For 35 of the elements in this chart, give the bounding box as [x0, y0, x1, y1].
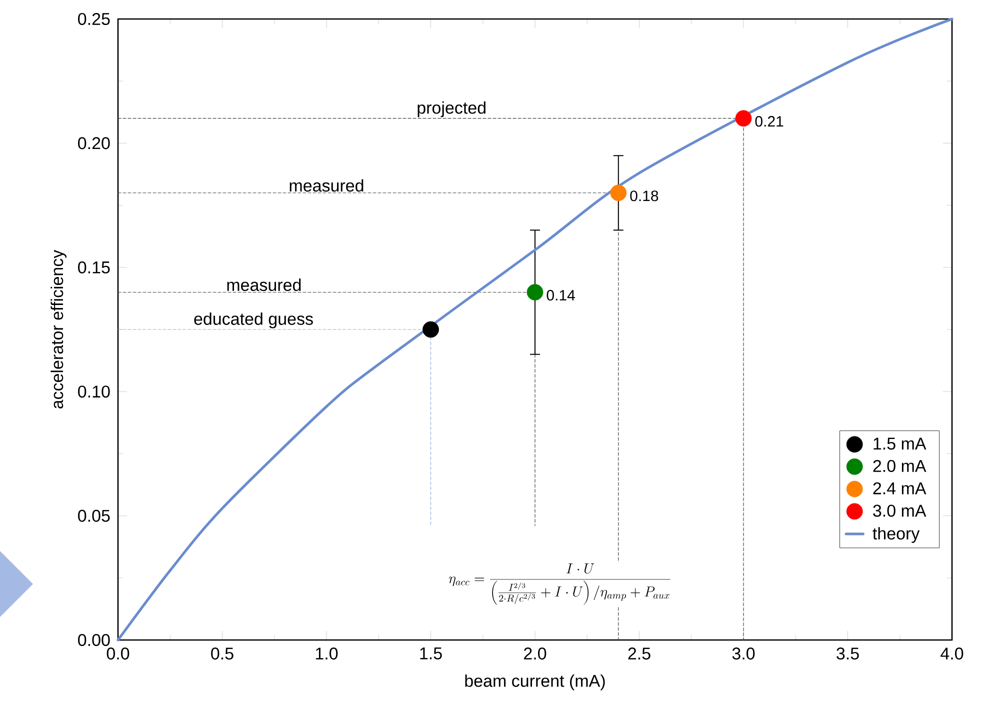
x-tick-label: 2.0	[524, 648, 546, 660]
y-tick-label: 0.20	[78, 137, 110, 150]
x-tick-label: 0.0	[106, 648, 130, 660]
data-label: 0.18	[630, 190, 658, 202]
y-tick-label: 0.10	[78, 386, 110, 398]
annotation: projected	[418, 101, 486, 118]
x-tick-label: 2.5	[628, 648, 650, 660]
legend-label: theory	[872, 527, 920, 543]
data-label: 0.14	[546, 290, 575, 301]
x-tick-label: 3.5	[836, 648, 859, 660]
annotation: educated guess	[194, 312, 313, 328]
x-axis-title: beam current (mA)	[465, 674, 605, 690]
point	[526, 284, 544, 300]
annotation: measured	[227, 278, 301, 292]
x-tick-label: 3.0	[732, 648, 755, 660]
y-tick-label: 0.15	[78, 261, 110, 274]
y-axis-title: accelerator efficiency	[50, 250, 67, 408]
y-tick-label: 0.25	[78, 12, 110, 26]
data-label: 0.21	[755, 116, 784, 127]
annotation: measured	[290, 179, 364, 192]
line-series	[116, 18, 954, 642]
legend-label: 3.0 mA	[873, 504, 926, 517]
x-tick-label: 1.5	[420, 648, 442, 660]
point	[422, 321, 439, 338]
x-tick-label: 0.5	[211, 648, 234, 660]
legend-label: 1.5 mA	[874, 438, 926, 450]
y-tick-label: 0.00	[78, 634, 110, 646]
x-tick-label: 1.0	[316, 648, 338, 660]
x-tick-label: 4.0	[940, 648, 964, 660]
point	[735, 110, 752, 127]
point	[610, 184, 627, 202]
annotation: $\eta_{acc}=\frac{I\cdot U}{\left(\frac{I^{2/3}}{2\cdot R/c^{2/3}}+I\cdot U\right)/\eta_{amp}+P_{aux}}$	[448, 563, 670, 605]
legend-label: 2.4 mA	[873, 482, 926, 494]
legend-label: 2.0 mA	[873, 460, 926, 472]
y-tick-label: 0.05	[78, 510, 110, 522]
